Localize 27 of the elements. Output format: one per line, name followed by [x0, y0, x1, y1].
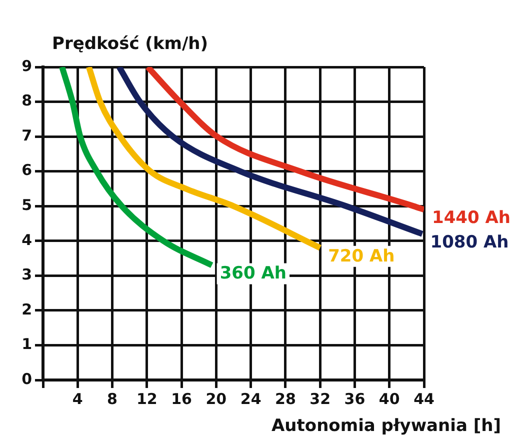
x-tick-label: 36 — [344, 390, 366, 408]
x-tick-label: 8 — [107, 390, 118, 408]
y-tick-label: 5 — [22, 196, 32, 214]
y-axis-title: Prędkość (km/h) — [52, 34, 208, 54]
x-tick-label: 32 — [310, 390, 331, 408]
x-tick-label: 4 — [72, 390, 83, 408]
x-tick-label: 24 — [240, 390, 262, 408]
series-label: 720 Ah — [328, 246, 395, 266]
x-tick-label: 12 — [136, 390, 158, 408]
x-tick-label: 40 — [378, 390, 400, 408]
y-tick-label: 1 — [22, 335, 32, 354]
x-tick-label: 44 — [414, 390, 434, 408]
y-tick-label: 2 — [22, 300, 32, 318]
y-tick-label: 9 — [22, 56, 32, 75]
x-tick-label: 20 — [206, 390, 227, 408]
x-tick-label: 28 — [275, 390, 296, 408]
series-label: 1080 Ah — [430, 232, 509, 252]
x-axis-title: Autonomia pływania [h] — [272, 416, 501, 436]
y-tick-label: 0 — [22, 370, 32, 388]
x-tick-label: 16 — [171, 390, 192, 408]
y-tick-label: 8 — [22, 92, 32, 110]
series-label: 1440 Ah — [432, 208, 510, 228]
series-label: 360 Ah — [220, 264, 287, 284]
y-tick-label: 7 — [22, 126, 32, 144]
y-tick-label: 6 — [22, 161, 32, 180]
y-tick-label: 3 — [22, 266, 32, 284]
y-tick-label: 4 — [22, 230, 32, 249]
